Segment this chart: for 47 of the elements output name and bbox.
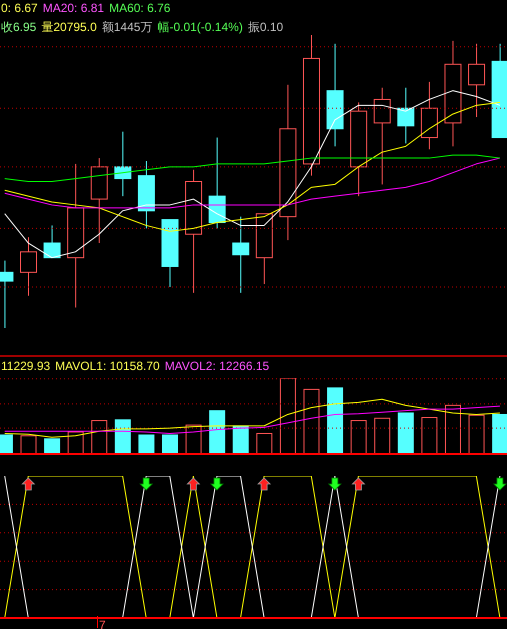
bar <box>350 420 367 454</box>
candlestick <box>444 40 462 147</box>
candlestick <box>397 87 414 144</box>
candlestick <box>326 43 344 147</box>
text: MAVOL2: 12266.15 <box>164 359 270 373</box>
bar <box>280 378 296 454</box>
bar <box>20 435 37 454</box>
text: 振0.10 <box>248 20 284 34</box>
bar <box>256 432 272 454</box>
text: 0: 6.67 <box>1 1 38 15</box>
candlestick <box>468 43 486 118</box>
candlestick <box>138 160 155 229</box>
candlestick <box>90 158 108 244</box>
candlestick <box>279 84 296 241</box>
text: 幅-0.01(-0.14%) <box>157 20 243 34</box>
candlestick <box>185 169 202 294</box>
text: MA60: 6.76 <box>109 1 170 15</box>
bar <box>303 388 320 454</box>
text: 额1445万 <box>102 20 152 34</box>
candlestick <box>420 81 438 150</box>
text: 11229.93 <box>1 359 50 373</box>
candlestick <box>302 35 320 176</box>
bar <box>444 404 461 454</box>
candlestick <box>232 216 250 294</box>
text: 量20795.0 <box>41 20 97 34</box>
bar <box>91 420 108 454</box>
bar <box>468 414 485 454</box>
candlestick <box>20 236 38 296</box>
candlestick <box>208 137 226 229</box>
bar <box>398 412 414 454</box>
text: MAVOL1: 10158.70 <box>55 359 160 373</box>
annotation: 7 <box>99 618 106 629</box>
bar <box>374 418 390 454</box>
bar <box>492 414 507 454</box>
bar <box>209 410 226 454</box>
bar <box>138 434 154 454</box>
candlestick <box>374 87 391 185</box>
candlestick <box>67 163 84 308</box>
text: MA20: 6.81 <box>42 1 104 15</box>
bar <box>44 438 60 454</box>
bar <box>421 417 438 454</box>
bar <box>68 431 84 454</box>
bar <box>162 434 178 454</box>
bar <box>114 419 131 454</box>
text: 收6.95 <box>1 20 36 34</box>
bar <box>186 424 202 454</box>
bar <box>327 387 344 454</box>
